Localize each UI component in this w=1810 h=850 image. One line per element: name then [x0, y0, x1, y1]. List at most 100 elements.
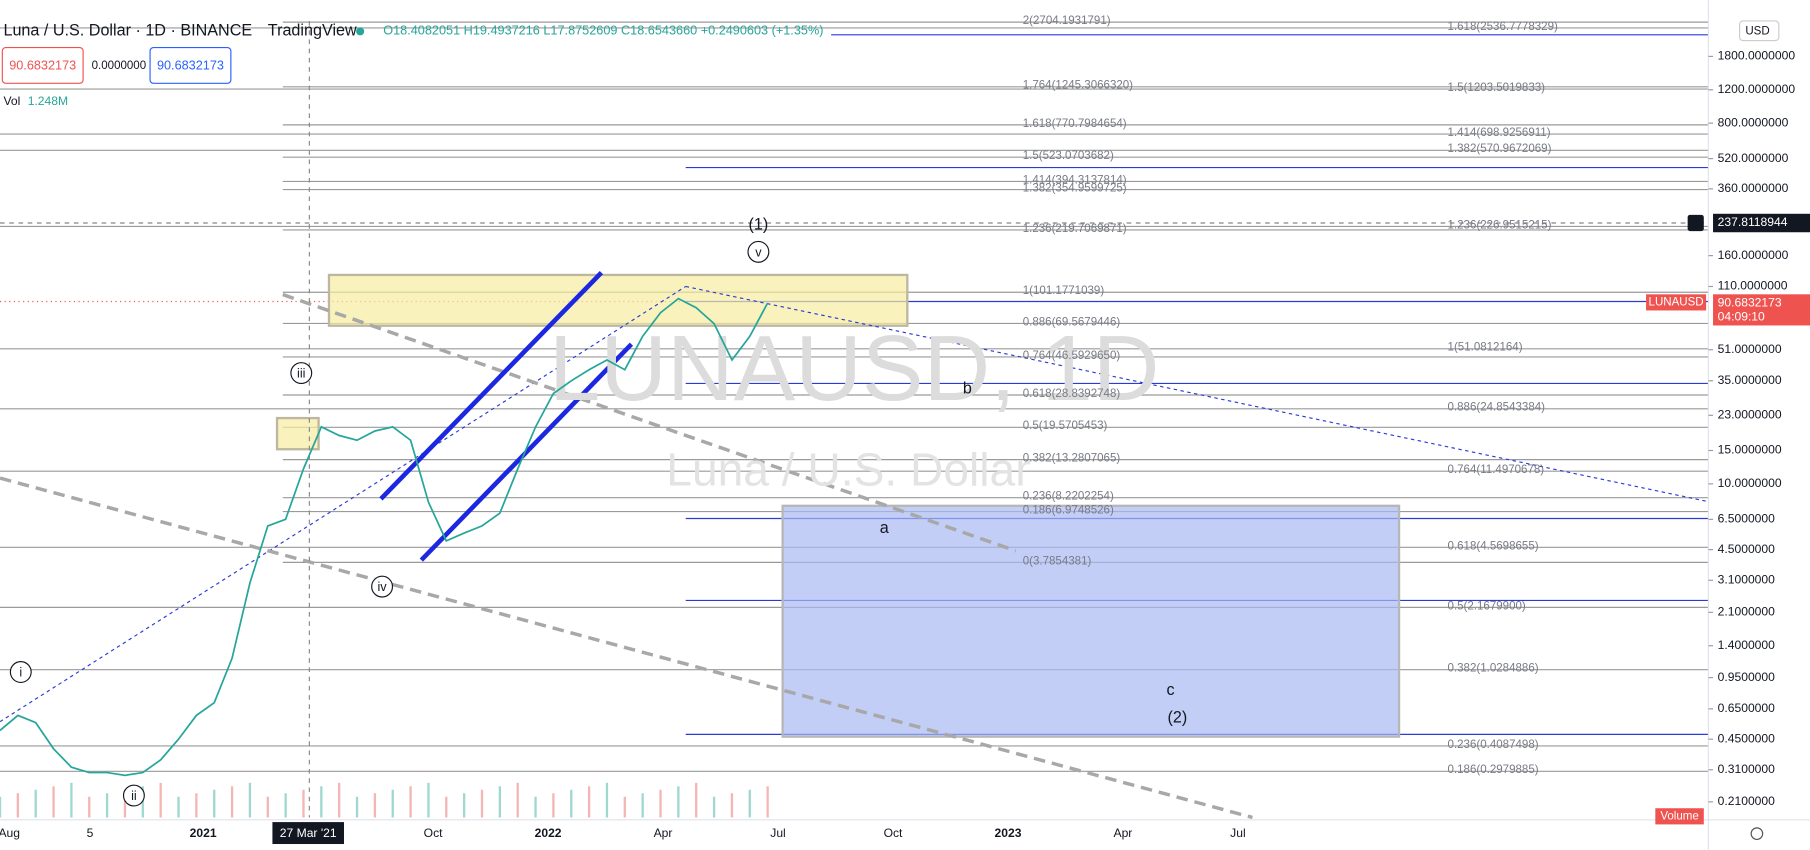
wave-label: b	[963, 379, 972, 397]
wave-label: iv	[377, 580, 387, 594]
zone-small	[275, 416, 320, 451]
x-tick-label: Oct	[884, 826, 903, 840]
watermark-ticker: LUNAUSD, 1D	[549, 316, 1160, 420]
y-tick-label: 0.2100000	[1718, 794, 1776, 808]
wave-label: v	[755, 245, 762, 259]
fib-label: 0.186(0.2979885)	[1448, 764, 1539, 776]
volume-bar	[105, 793, 109, 818]
volume-bar	[480, 789, 484, 818]
x-tick-label: Apr	[654, 826, 673, 840]
fib-label: 0.382(1.0284886)	[1448, 663, 1539, 675]
trendline-grey	[282, 292, 1017, 553]
settings-icon[interactable]	[1750, 827, 1764, 840]
fib-label: 0.5(19.5705453)	[1023, 420, 1108, 432]
fib-label: 1.414(394.3137814)	[1023, 174, 1127, 186]
volume-bar	[195, 793, 198, 818]
volume-bar	[320, 786, 323, 818]
volume-bar	[427, 782, 430, 818]
symbol-tag	[1646, 294, 1707, 311]
sell-button[interactable]	[1, 46, 84, 84]
volume-bar	[570, 789, 573, 818]
y-tick-label: 1200.0000000	[1718, 82, 1796, 96]
y-tick-label: 160.0000000	[1718, 248, 1789, 262]
y-tick-label: 1800.0000000	[1718, 49, 1796, 63]
volume-bar	[659, 789, 662, 818]
volume-bar	[248, 782, 252, 818]
x-tick-label: Apr	[1114, 826, 1133, 840]
volume-bar	[302, 789, 305, 818]
wave-circle	[747, 240, 770, 263]
volume-bar	[284, 793, 287, 818]
volume-bar	[587, 786, 591, 818]
fib-label: 0.236(0.4087498)	[1448, 739, 1539, 751]
volume-bar	[230, 786, 234, 818]
spread: 0.0000000	[92, 60, 147, 72]
buy-button[interactable]	[149, 46, 232, 84]
fib-label: 1(101.1771039)	[1023, 285, 1105, 297]
wave-label: ii	[131, 789, 137, 803]
time-axis: Aug52021JulOct2022AprJulOct2023AprJul27 …	[0, 822, 1246, 845]
trendline-grey	[0, 476, 1253, 820]
fib-label: 1.382(570.9672069)	[1448, 143, 1552, 155]
fib-label: 1.764(1245.3066320)	[1023, 80, 1133, 92]
volume-bar	[177, 796, 180, 818]
volume-bar	[766, 786, 769, 818]
fib-label: 1.414(698.9256911)	[1448, 127, 1551, 139]
x-tick-label: Jul	[1230, 826, 1245, 840]
volume-bar	[712, 796, 716, 818]
vol-value: 1.248M	[28, 94, 68, 108]
wave-label: c	[1166, 681, 1174, 699]
fib-label: 0.5(2.1679900)	[1448, 600, 1526, 612]
y-tick-label: 0.6500000	[1718, 701, 1776, 715]
wave-circle	[290, 362, 313, 385]
wave-label: iii	[297, 367, 305, 381]
y-tick-label: 51.0000000	[1718, 342, 1782, 356]
fib-label: 0.764(46.5929650)	[1023, 350, 1121, 362]
fib-label: 0.618(28.8392748)	[1023, 388, 1121, 400]
ohlc: O18.4082051 H19.4937216 L17.8752609 C18.…	[383, 24, 823, 38]
plus-button	[1687, 214, 1704, 232]
volume-bar	[34, 789, 37, 818]
fib-label: 1(51.0812164)	[1448, 342, 1523, 354]
sell-price[interactable]: 90.6832173	[9, 58, 76, 72]
x-tick-label: Aug	[0, 826, 20, 840]
wave-circle	[9, 661, 32, 683]
crosshair-label: 237.8118944	[1718, 215, 1788, 229]
currency[interactable]: USD	[1745, 25, 1769, 37]
y-tick-label: 35.0000000	[1718, 373, 1782, 387]
volume-tag: Volume	[1660, 810, 1698, 822]
fib-label: 0.186(6.9748526)	[1023, 504, 1114, 516]
last-label: 90.6832173	[1718, 296, 1782, 310]
crosshair-tag	[1713, 213, 1810, 233]
volume-bar	[0, 796, 2, 818]
y-tick-label: 6.5000000	[1718, 512, 1776, 526]
fib-label: 0.764(11.4970678)	[1448, 464, 1545, 476]
target-zone	[327, 273, 909, 327]
currency-button[interactable]	[1739, 20, 1780, 42]
y-tick-label: 520.0000000	[1718, 151, 1789, 165]
buy-price[interactable]: 90.6832173	[157, 58, 224, 72]
fib-label: 1.5(1203.5019833)	[1448, 82, 1546, 94]
y-tick-label: 3.1000000	[1718, 572, 1776, 586]
wave-label: (1)	[749, 216, 769, 234]
volume-bar	[623, 796, 626, 818]
vol-label: Vol	[3, 94, 20, 108]
fib-labels: 2(2704.1931791) 1.764(1245.3066320) 1.618(…	[1023, 15, 1558, 776]
volume-bar	[445, 796, 448, 818]
wave-circle	[371, 575, 394, 598]
y-tick-label: 800.0000000	[1718, 115, 1789, 129]
x-tick-label: Jul	[770, 826, 785, 840]
fib-label: 1.236(226.9515215)	[1448, 219, 1552, 231]
correction-zone	[781, 504, 1401, 738]
fib-label: 0.886(24.8543384)	[1448, 402, 1546, 414]
watermark-name: Luna / U.S. Dollar	[666, 444, 1030, 496]
volume-bar	[409, 786, 412, 818]
status-dot	[356, 27, 365, 36]
volume-bar	[123, 789, 127, 818]
volume-bar	[16, 793, 20, 818]
y-tick-label: 2.1000000	[1718, 605, 1776, 619]
wave-circle	[122, 784, 145, 807]
fib-label: 1.382(354.9599725)	[1023, 182, 1127, 194]
price-layer	[0, 297, 769, 818]
